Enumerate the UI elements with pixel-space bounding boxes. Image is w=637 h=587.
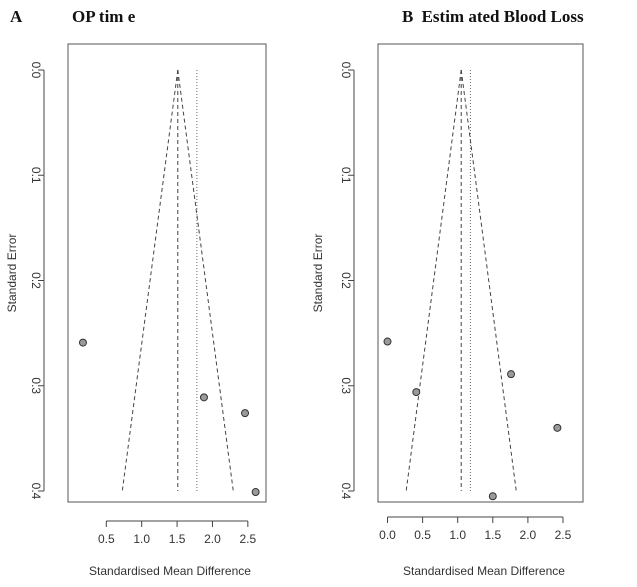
panel-a-x-tick-label-2: 1.0 bbox=[133, 532, 150, 546]
panel-a-x-axis-title: Standardised Mean Difference bbox=[89, 564, 251, 578]
panel-a-study-point-2 bbox=[199, 393, 208, 402]
panel-a-x-tick-label-4: 2.0 bbox=[204, 532, 221, 546]
panel-b-funnel-left-line bbox=[405, 69, 462, 492]
panel-b-study-point-3 bbox=[507, 370, 516, 379]
panel-b-x-tick-label-5: 2.0 bbox=[520, 528, 537, 542]
panel-a-y-axis: 0.0 0.1 0.2 0.3 0.4 bbox=[29, 62, 45, 500]
panel-b-study-point-4 bbox=[553, 423, 562, 432]
panel-a-study-point-3 bbox=[241, 409, 250, 418]
panel-a-plot-frame bbox=[67, 43, 267, 503]
panel-b-study-point-5 bbox=[488, 492, 497, 501]
panel-a-y-tick-label-4: 0.3 bbox=[29, 377, 43, 394]
panel-b-y-tick-label-4: 0.3 bbox=[339, 377, 353, 394]
panel-a-y-tick-label-1: 0.0 bbox=[29, 62, 43, 79]
panel-a-x-tick-label-1: 0.5 bbox=[98, 532, 115, 546]
panel-b-x-tick-label-6: 2.5 bbox=[555, 528, 572, 542]
panel-a-x-tick-label-3: 1.5 bbox=[169, 532, 186, 546]
panel-b-x-tick-label-2: 0.5 bbox=[414, 528, 431, 542]
panel-a-points bbox=[78, 338, 260, 497]
panel-b-x-tick-label-1: 0.0 bbox=[379, 528, 396, 542]
panel-b-y-tick-label-3: 0.2 bbox=[339, 272, 353, 289]
panel-a-y-tick-label-5: 0.4 bbox=[29, 483, 43, 500]
panel-b-title-line: B Estim ated Blood Loss bbox=[402, 7, 584, 26]
panel-b-y-tick-label-2: 0.1 bbox=[339, 167, 353, 184]
panel-b-funnel-lines bbox=[405, 69, 517, 492]
panel-a-x-tick-label-5: 2.5 bbox=[240, 532, 257, 546]
panel-a-funnel-lines bbox=[121, 69, 234, 492]
panel-b-plot: 0.0 0.5 1.0 1.5 2.0 2.5 0.0 0.1 0.2 0.3 0.4 Stand… bbox=[311, 43, 584, 578]
panel-b-title: Estim ated Blood Loss bbox=[422, 7, 584, 26]
panel-a-x-axis: 0.5 1.0 1.5 2.0 2.5 bbox=[98, 520, 257, 546]
panel-b-x-axis-title: Standardised Mean Difference bbox=[403, 564, 565, 578]
panel-a-y-axis-title: Standard Error bbox=[5, 234, 19, 313]
panel-a-y-tick-label-2: 0.1 bbox=[29, 167, 43, 184]
panel-b-y-tick-label-1: 0.0 bbox=[339, 62, 353, 79]
panel-b-x-tick-label-3: 1.0 bbox=[449, 528, 466, 542]
panel-a-letter: A bbox=[10, 7, 23, 26]
panel-a-study-point-1 bbox=[78, 338, 87, 347]
panel-a-study-point-4 bbox=[251, 488, 260, 497]
panel-b-plot-frame bbox=[377, 43, 584, 503]
panel-b-y-tick-label-5: 0.4 bbox=[339, 483, 353, 500]
panel-a-funnel-right-line bbox=[177, 69, 234, 492]
panel-b-funnel-right-line bbox=[460, 69, 517, 492]
panel-b-study-point-2 bbox=[412, 388, 421, 397]
panel-b-study-point-1 bbox=[383, 337, 392, 346]
panel-a-title: OP tim e bbox=[72, 7, 136, 26]
panel-b-y-axis: 0.0 0.1 0.2 0.3 0.4 bbox=[339, 62, 355, 500]
panel-a-y-tick-label-3: 0.2 bbox=[29, 272, 43, 289]
panel-b-x-tick-label-4: 1.5 bbox=[484, 528, 501, 542]
panel-a-plot: 0.5 1.0 1.5 2.0 2.5 0.0 0.1 0.2 0.3 0.4 Standard… bbox=[5, 43, 267, 578]
panel-b-x-axis: 0.0 0.5 1.0 1.5 2.0 2.5 bbox=[379, 516, 572, 542]
panel-b-y-axis-title: Standard Error bbox=[311, 234, 325, 313]
panel-a-funnel-left-line bbox=[121, 69, 179, 492]
panel-b-letter: B bbox=[402, 7, 413, 26]
panel-b-points bbox=[383, 337, 562, 501]
